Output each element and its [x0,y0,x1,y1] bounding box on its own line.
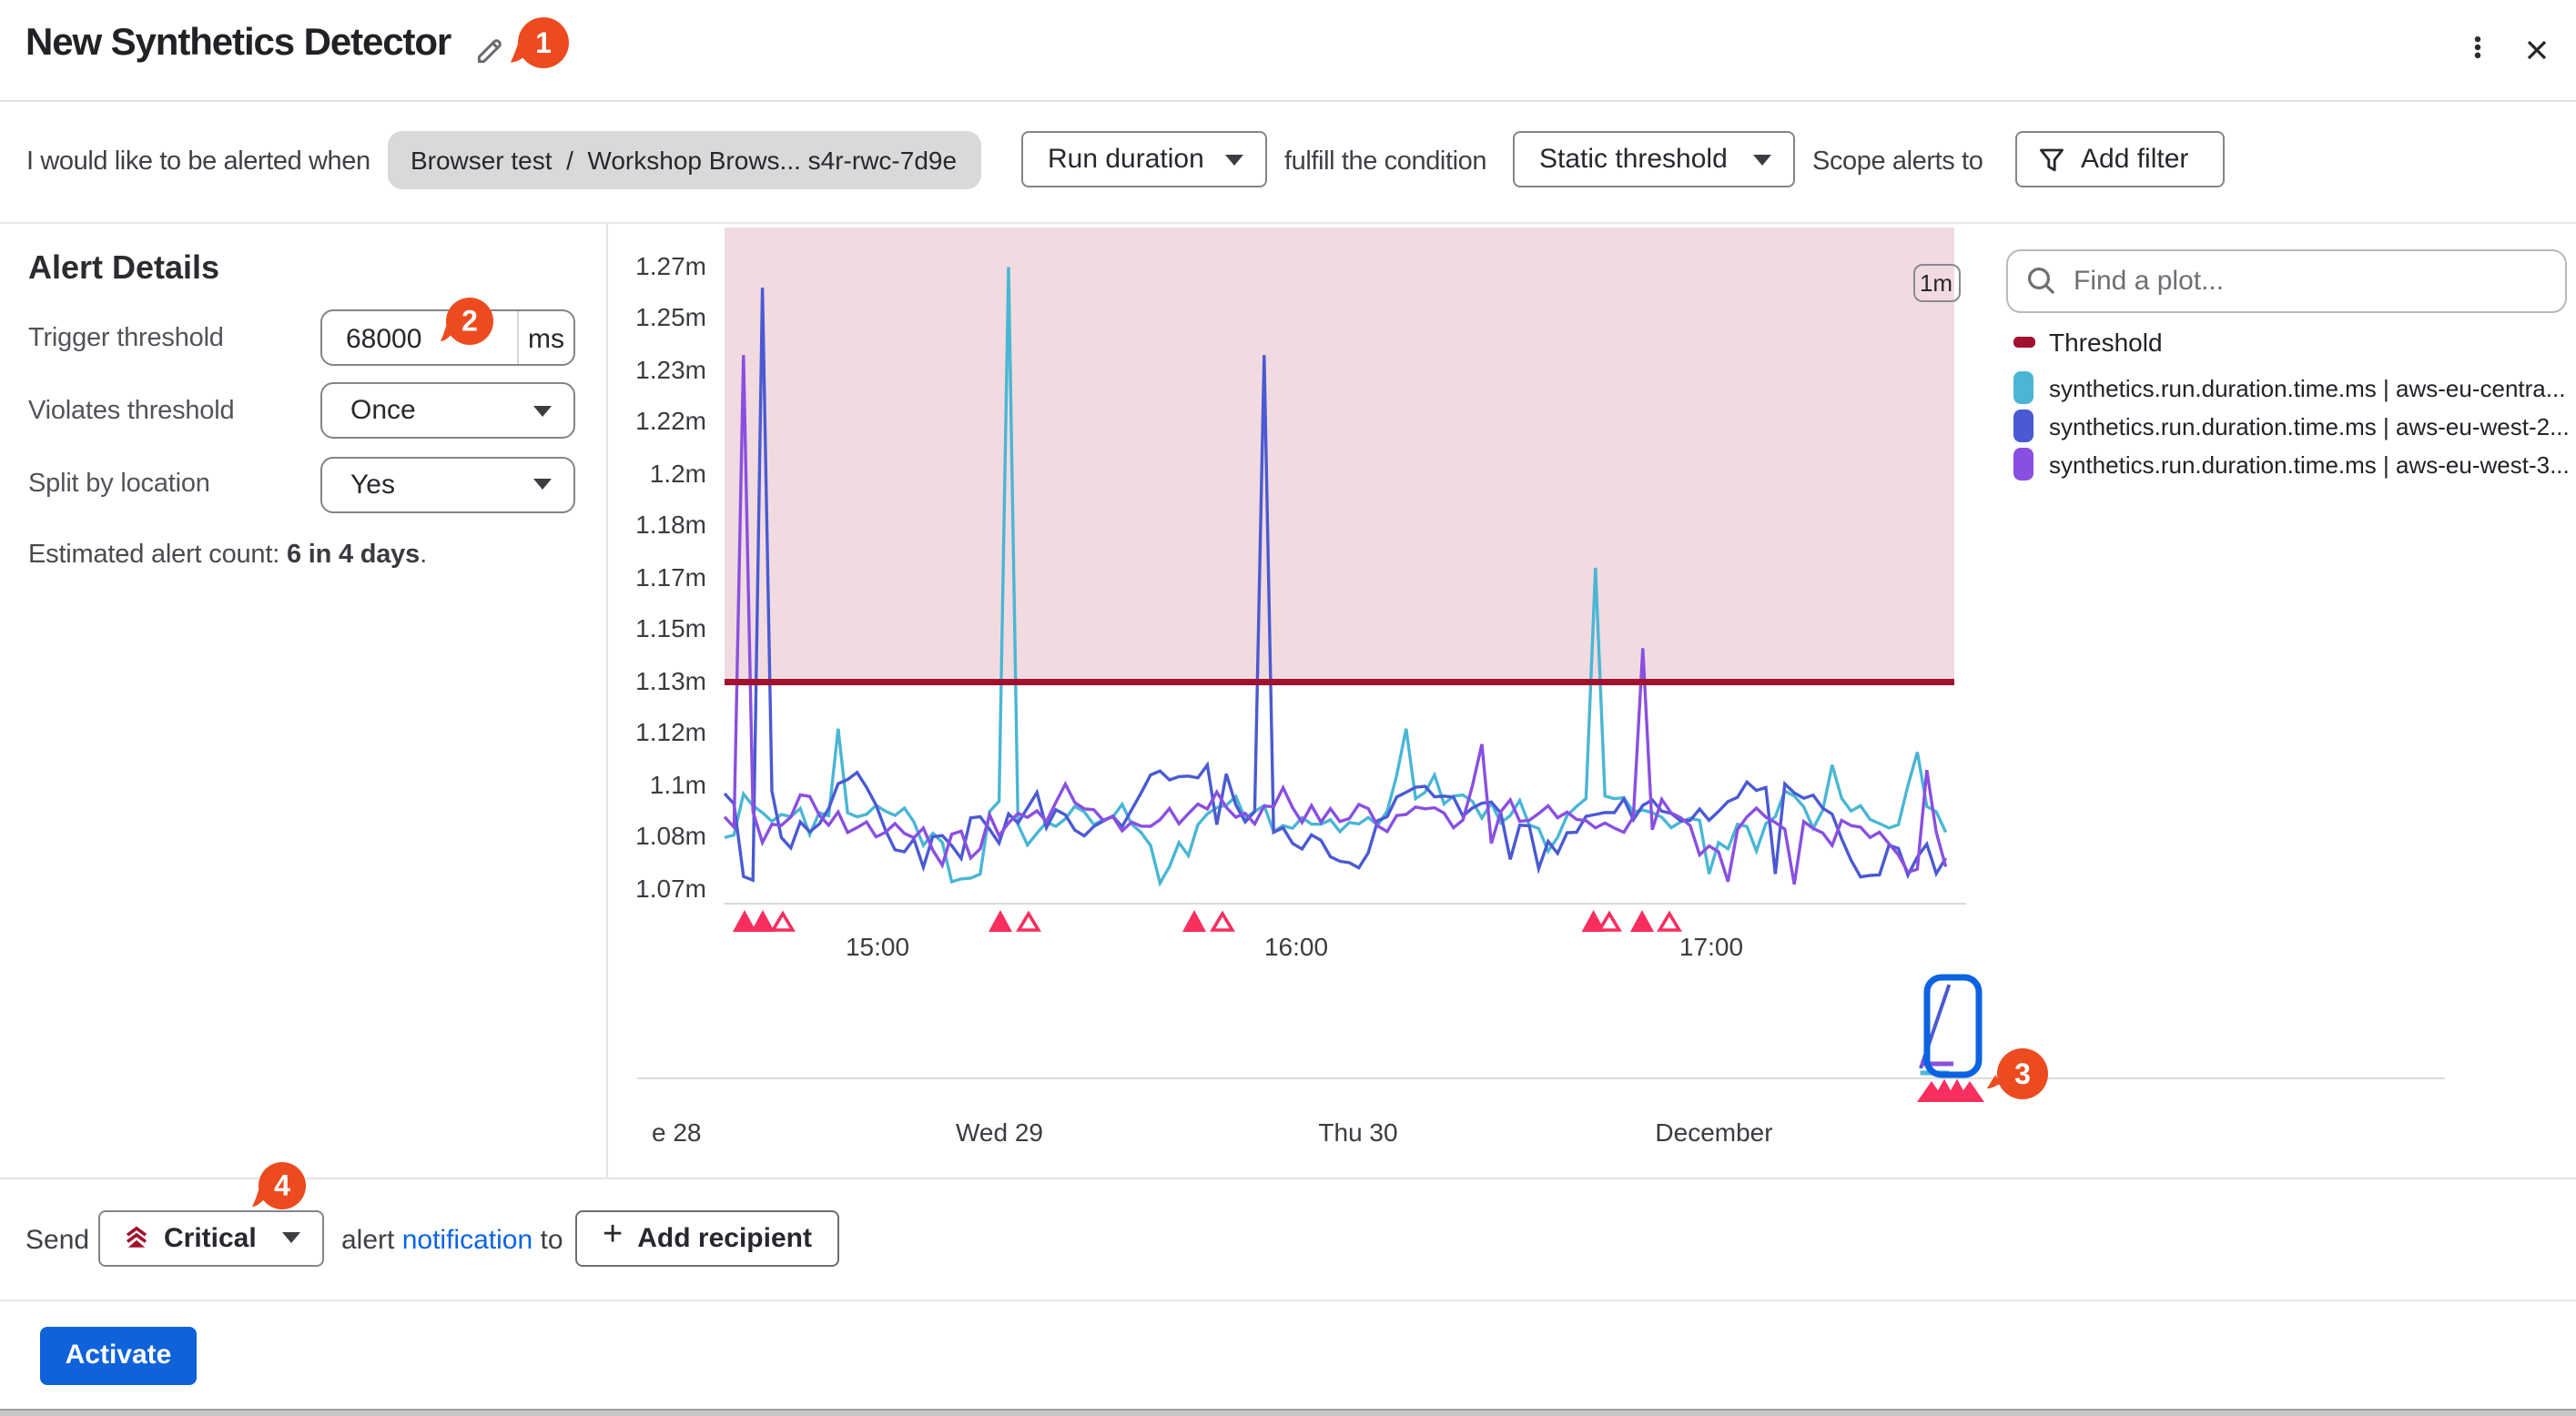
svg-text:4: 4 [274,1169,290,1202]
svg-text:1: 1 [535,26,552,59]
svg-text:2: 2 [461,305,478,338]
svg-text:3: 3 [2014,1057,2031,1090]
